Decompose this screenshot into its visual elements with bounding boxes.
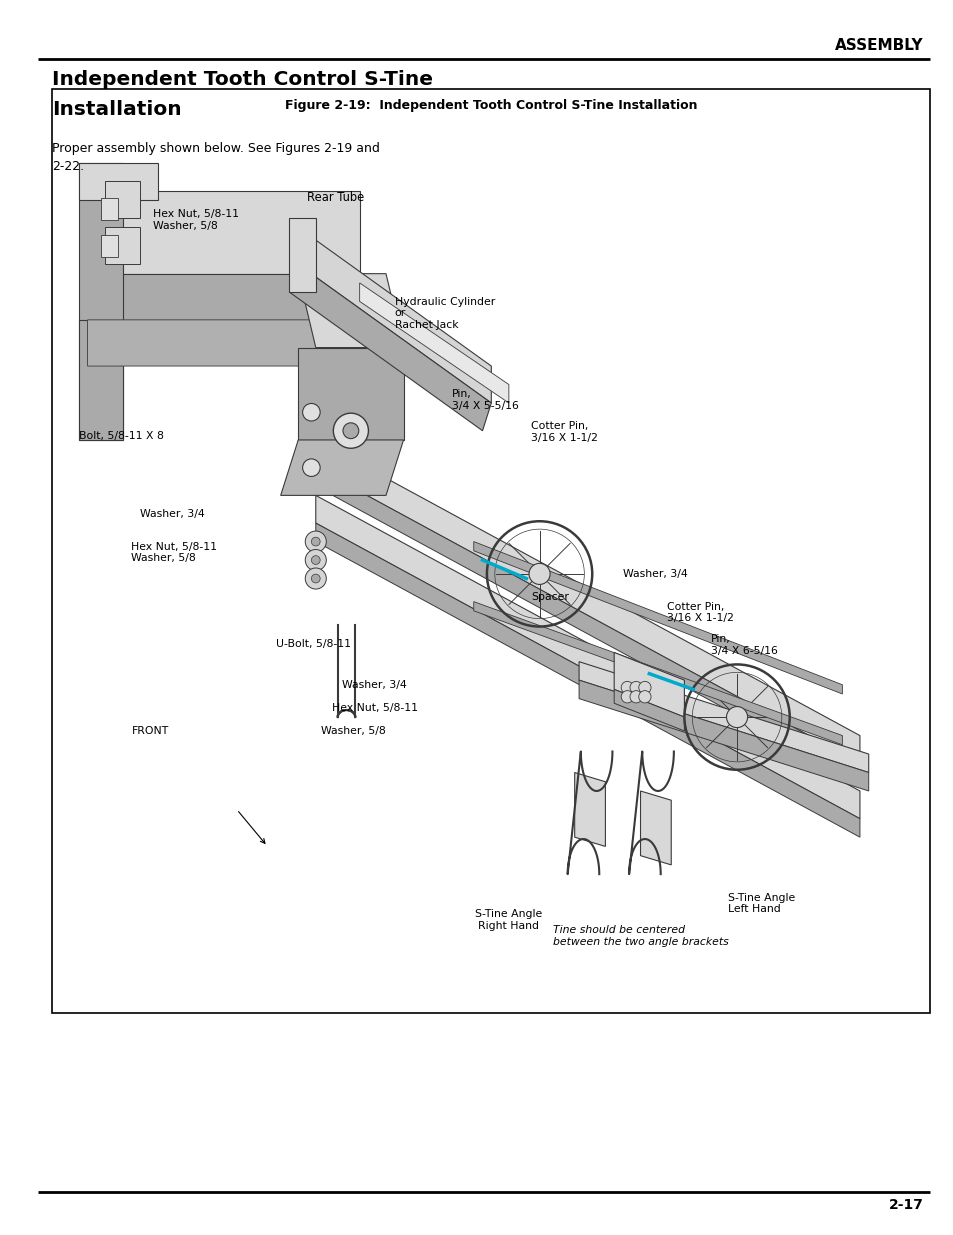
Circle shape xyxy=(529,563,550,584)
Circle shape xyxy=(305,568,326,589)
Circle shape xyxy=(726,706,747,727)
Polygon shape xyxy=(315,495,859,819)
Circle shape xyxy=(311,574,320,583)
Text: Rear Tube: Rear Tube xyxy=(307,190,364,204)
Text: 2-17: 2-17 xyxy=(887,1198,923,1212)
Polygon shape xyxy=(79,163,123,440)
Text: S-Tine Angle
Left Hand: S-Tine Angle Left Hand xyxy=(727,893,795,914)
Circle shape xyxy=(302,404,320,421)
Text: Washer, 3/4: Washer, 3/4 xyxy=(622,569,687,579)
Text: Pin,
3/4 X 5-5/16: Pin, 3/4 X 5-5/16 xyxy=(452,389,518,411)
Polygon shape xyxy=(359,283,508,403)
Circle shape xyxy=(620,682,633,694)
Polygon shape xyxy=(105,182,140,219)
Text: Cotter Pin,
3/16 X 1-1/2: Cotter Pin, 3/16 X 1-1/2 xyxy=(666,601,733,624)
Text: Hydraulic Cylinder
or
Rachet Jack: Hydraulic Cylinder or Rachet Jack xyxy=(395,296,495,330)
Polygon shape xyxy=(88,274,359,320)
Text: Independent Tooth Control S-Tine: Independent Tooth Control S-Tine xyxy=(52,70,433,89)
Polygon shape xyxy=(79,163,157,200)
Polygon shape xyxy=(614,652,683,718)
Circle shape xyxy=(305,550,326,571)
Polygon shape xyxy=(639,790,671,864)
Polygon shape xyxy=(474,601,841,745)
Text: Bolt, 5/8-11 X 8: Bolt, 5/8-11 X 8 xyxy=(79,431,164,441)
Circle shape xyxy=(311,537,320,546)
Polygon shape xyxy=(578,680,868,790)
Text: U-Bolt, 5/8-11: U-Bolt, 5/8-11 xyxy=(276,638,351,648)
Circle shape xyxy=(302,459,320,477)
Polygon shape xyxy=(614,689,683,731)
Text: Tine should be centered
between the two angle brackets: Tine should be centered between the two … xyxy=(552,925,728,946)
Text: Cotter Pin,
3/16 X 1-1/2: Cotter Pin, 3/16 X 1-1/2 xyxy=(530,421,597,443)
Circle shape xyxy=(629,690,641,703)
Text: Installation: Installation xyxy=(52,100,182,119)
Polygon shape xyxy=(315,440,859,763)
Text: Pin,
3/4 X 6-5/16: Pin, 3/4 X 6-5/16 xyxy=(710,634,777,656)
Polygon shape xyxy=(101,235,118,257)
Polygon shape xyxy=(298,227,491,403)
Polygon shape xyxy=(289,219,315,293)
Polygon shape xyxy=(101,198,118,220)
Circle shape xyxy=(629,682,641,694)
Polygon shape xyxy=(574,773,605,846)
Polygon shape xyxy=(88,320,359,366)
Polygon shape xyxy=(289,264,491,431)
Text: Hex Nut, 5/8-11: Hex Nut, 5/8-11 xyxy=(332,703,417,714)
Circle shape xyxy=(333,414,368,448)
Text: Spacer: Spacer xyxy=(530,593,568,603)
Polygon shape xyxy=(315,524,859,837)
Polygon shape xyxy=(79,320,123,440)
Polygon shape xyxy=(280,440,403,495)
Circle shape xyxy=(639,690,650,703)
Text: ASSEMBLY: ASSEMBLY xyxy=(834,38,923,53)
Circle shape xyxy=(305,531,326,552)
Text: Washer, 5/8: Washer, 5/8 xyxy=(321,726,385,736)
Text: Figure 2-19:  Independent Tooth Control S-Tine Installation: Figure 2-19: Independent Tooth Control S… xyxy=(285,99,697,112)
Circle shape xyxy=(620,690,633,703)
Circle shape xyxy=(311,556,320,564)
Circle shape xyxy=(343,422,358,438)
Text: Hex Nut, 5/8-11
Washer, 5/8: Hex Nut, 5/8-11 Washer, 5/8 xyxy=(153,209,239,231)
Bar xyxy=(52,89,929,1013)
Polygon shape xyxy=(298,274,403,347)
Text: Washer, 3/4: Washer, 3/4 xyxy=(342,680,406,690)
Circle shape xyxy=(639,682,650,694)
Text: FRONT: FRONT xyxy=(132,726,169,736)
Polygon shape xyxy=(88,190,359,274)
Text: Proper assembly shown below. See Figures 2-19 and
2-22.: Proper assembly shown below. See Figures… xyxy=(52,142,380,173)
Polygon shape xyxy=(315,468,859,782)
Polygon shape xyxy=(298,347,403,440)
Polygon shape xyxy=(474,542,841,694)
Text: S-Tine Angle
Right Hand: S-Tine Angle Right Hand xyxy=(475,909,542,931)
Polygon shape xyxy=(578,662,868,773)
Text: Hex Nut, 5/8-11
Washer, 5/8: Hex Nut, 5/8-11 Washer, 5/8 xyxy=(132,542,217,563)
Text: Washer, 3/4: Washer, 3/4 xyxy=(140,509,205,519)
Polygon shape xyxy=(105,227,140,264)
